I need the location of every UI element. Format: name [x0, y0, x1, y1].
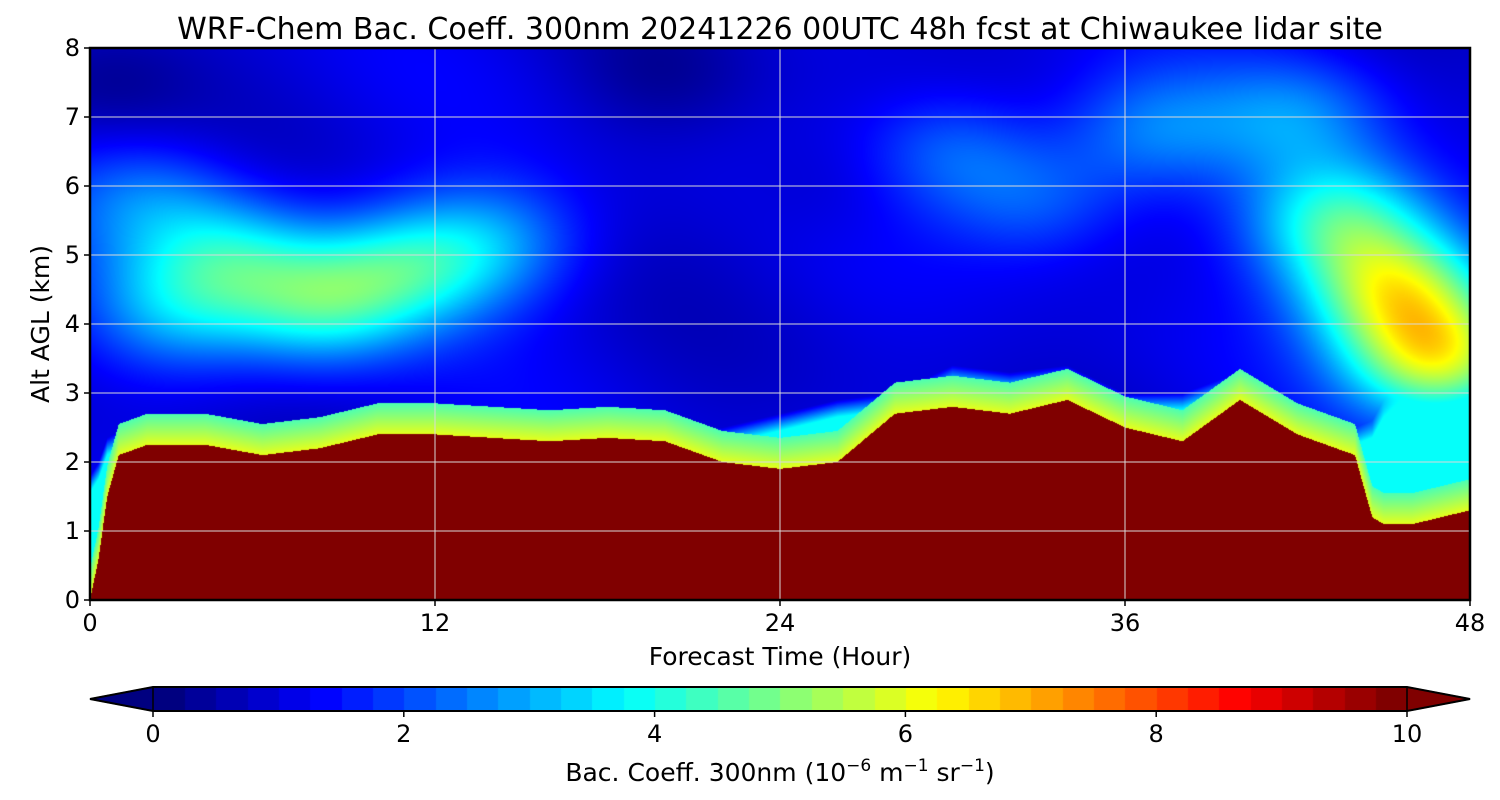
y-axis-label: Alt AGL (km)	[26, 245, 55, 403]
y-tick-label: 0	[65, 586, 80, 614]
y-tick-label: 3	[65, 379, 80, 407]
y-tick-label: 8	[65, 34, 80, 62]
x-tick-label: 12	[420, 609, 451, 637]
colorbar-unit-exp1: −6	[846, 756, 871, 776]
x-tick-label: 36	[1110, 609, 1141, 637]
chart-title: WRF-Chem Bac. Coeff. 300nm 20241226 00UT…	[177, 12, 1383, 47]
y-tick-label: 4	[65, 310, 80, 338]
colorbar-tick-label: 10	[1392, 720, 1423, 748]
colorbar-tick-label: 0	[145, 720, 160, 748]
x-tick-label: 48	[1455, 609, 1486, 637]
colorbar-tick-label: 2	[396, 720, 411, 748]
colorbar-tick-label: 4	[647, 720, 662, 748]
colorbar-ticks: 0 2 4 6 8 10	[145, 711, 1422, 748]
x-tick-label: 24	[765, 609, 796, 637]
colorbar-label: Bac. Coeff. 300nm (10−6 m−1 sr−1)	[565, 756, 994, 787]
colorbar-unit-exp3: −1	[960, 756, 985, 776]
y-tick-label: 7	[65, 103, 80, 131]
y-tick-label: 5	[65, 241, 80, 269]
colorbar-unit-exp2: −1	[904, 756, 929, 776]
colorbar-unit: (10	[805, 758, 847, 787]
colorbar-label-name: Bac. Coeff. 300nm	[565, 758, 796, 787]
colorbar-unit-m: m	[871, 758, 903, 787]
colorbar-max-extension	[1406, 686, 1471, 712]
y-tick-label: 1	[65, 517, 80, 545]
colorbar-tick-label: 8	[1149, 720, 1164, 748]
y-axis: 0 1 2 3 4 5 6 7 8	[65, 34, 90, 614]
colorbar: 0 2 4 6 8 10 Bac. Coeff. 300nm (10−6 m−1 sr−1…	[89, 686, 1471, 787]
colorbar-gradient	[153, 687, 1407, 711]
colorbar-unit-sr: sr	[929, 758, 961, 787]
x-axis: 0 12 24 36 48	[82, 600, 1485, 637]
y-tick-label: 2	[65, 448, 80, 476]
colorbar-min-extension	[89, 686, 154, 712]
x-tick-label: 0	[82, 609, 97, 637]
x-axis-label: Forecast Time (Hour)	[649, 642, 912, 671]
y-tick-label: 6	[65, 172, 80, 200]
colorbar-unit-close: )	[985, 758, 995, 787]
colorbar-tick-label: 6	[898, 720, 913, 748]
